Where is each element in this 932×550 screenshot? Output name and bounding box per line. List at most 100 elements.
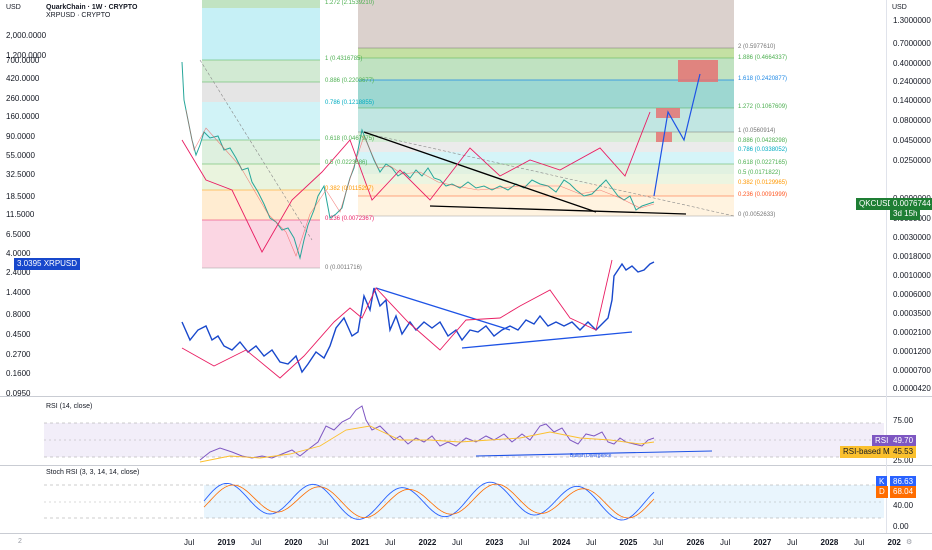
time-axis-label: Jul (318, 538, 329, 547)
time-axis-label: 2019 (217, 538, 236, 547)
fib-retracement-left[interactable] (202, 0, 320, 269)
fib-ext-label: 1.886 (0.4664337) (738, 55, 788, 61)
stoch-d-tag: D (876, 486, 888, 498)
time-axis-label: 2021 (351, 538, 370, 547)
overlay-symbol-title[interactable]: XRPUSD · CRYPTO (46, 12, 111, 19)
time-axis-label: 2025 (619, 538, 638, 547)
fib-ext-label: 1.618 (0.2420877) (738, 76, 788, 82)
rsi-tag: RSI (872, 435, 892, 447)
panel-divider-time (0, 533, 932, 534)
stoch-d-line (203, 483, 655, 519)
fib-level-label: 0.236 (0.0072367) (325, 216, 375, 222)
right-axis-label: 0.0800000 (893, 116, 931, 125)
fib-extension-right[interactable] (358, 0, 734, 217)
time-axis-label: Jul (720, 538, 731, 547)
right-axis-label: 0.0250000 (893, 156, 931, 165)
rsi-ma-value-tag: 45.53 (890, 446, 917, 458)
right-axis-label: 1.3000000 (893, 16, 931, 25)
rsi-divergence-line (475, 450, 713, 457)
right-axis-label: 0.0018000 (893, 252, 931, 261)
fib-ext-label: 1.272 (0.1067609) (738, 104, 788, 110)
left-unit-label: USD (6, 4, 21, 11)
xrp-symbol: XRPUSD (43, 259, 78, 268)
qkc-symbol-tag[interactable]: QKCUSD (856, 198, 897, 210)
time-axis-label: 2028 (820, 538, 839, 547)
main-symbol-title[interactable]: QuarkChain · 1W · CRYPTO (46, 4, 138, 11)
time-axis-label: 202 (887, 538, 901, 547)
stoch-panel-title[interactable]: Stoch RSI (3, 3, 14, 14, close) (46, 469, 140, 476)
left-axis-label: 6.5000 (6, 230, 31, 239)
left-axis-label: 1.4000 (6, 288, 31, 297)
left-axis-label: 18.5000 (6, 192, 35, 201)
rsi-value-tag: 49.70 (890, 435, 917, 447)
left-axis-label: 0.8000 (6, 310, 31, 319)
target-box-3[interactable] (678, 60, 718, 82)
time-axis-label: 2023 (485, 538, 504, 547)
left-axis-label: 1,200.0000 (6, 51, 47, 60)
time-axis-label: 2026 (686, 538, 705, 547)
time-axis-label: Jul (519, 538, 530, 547)
xrp-value-tag[interactable]: 3.0395 XRPUSD (14, 258, 81, 270)
right-axis-label: 0.0003500 (893, 309, 931, 318)
bullish-divergence-label: Bullish Divergence (570, 453, 612, 459)
projection-path-top (181, 111, 651, 253)
panel-divider-rsi[interactable] (0, 396, 932, 397)
fib-level-label: 1.272 (2.1539210) (325, 0, 375, 6)
left-axis-label: 11.5000 (6, 210, 35, 219)
fib-ext-label: 0.236 (0.0091999) (738, 192, 788, 198)
right-axis-border (886, 0, 887, 533)
left-axis-label: 0.2700 (6, 350, 31, 359)
rsi-level-label: 25.00 (893, 456, 914, 465)
fib-level-label: 0.886 (0.2203677) (325, 78, 375, 84)
settings-gear-icon[interactable]: ⚙ (906, 539, 913, 546)
right-axis-label: 0.0002100 (893, 328, 931, 337)
time-axis-label: Jul (385, 538, 396, 547)
rsi-panel-title[interactable]: RSI (14, close) (46, 403, 93, 410)
qkc-value-tag[interactable]: 0.0076744 (890, 198, 932, 210)
stoch-k-line (203, 481, 655, 521)
time-axis-label: 2024 (552, 538, 571, 547)
left-axis-label: 160.0000 (6, 112, 40, 121)
time-axis-label: 2020 (284, 538, 303, 547)
fib-level-label: 0.786 (0.1218855) (325, 100, 375, 106)
right-axis-label: 0.0001200 (893, 347, 931, 356)
stoch-level-label: 0.00 (893, 522, 909, 531)
qkc-price-shadow (185, 109, 655, 257)
time-axis-label: Jul (653, 538, 664, 547)
right-axis-label: 0.4000000 (893, 59, 931, 68)
rsi-level-label: 75.00 (893, 416, 914, 425)
stoch-k-value: 86.63 (890, 476, 917, 488)
qkc-price-line (181, 61, 655, 260)
left-axis-label: 0.0950 (6, 389, 31, 398)
projection-path-blue (653, 73, 701, 197)
fib-ext-label: 1 (0.0560914) (738, 128, 776, 134)
left-axis-label: 2,000.0000 (6, 31, 47, 40)
fib-level-label: 0.5 (0.0223686) (325, 160, 368, 166)
right-unit-label: USD (892, 4, 907, 11)
left-axis-label: 0.1600 (6, 369, 31, 378)
fib-ext-label: 0.5 (0.0171822) (738, 170, 781, 176)
left-axis-label: 32.5000 (6, 170, 35, 179)
fib-ext-label: 0.618 (0.0227165) (738, 160, 788, 166)
panel-divider-stoch[interactable] (0, 465, 932, 466)
left-axis-label: 420.0000 (6, 74, 40, 83)
fib-level-label: 1 (0.4316785) (325, 56, 363, 62)
time-axis-label: 2027 (753, 538, 772, 547)
left-axis-label: 700.0000 (6, 56, 40, 65)
stoch-band (204, 485, 884, 518)
fib-ext-label: 0.786 (0.0338052) (738, 147, 788, 153)
fib-ext-label: 0 (0.0052633) (738, 212, 776, 218)
xrp-value: 3.0395 (17, 259, 42, 268)
right-axis-label: 0.0006000 (893, 290, 931, 299)
qkc-countdown-tag: 3d 15h (890, 208, 921, 220)
time-axis-label: Jul (251, 538, 262, 547)
left-axis-label: 55.0000 (6, 151, 35, 160)
fib-level-label: 0.382 (0.0115297) (325, 186, 374, 192)
left-axis-label: 0.4500 (6, 330, 31, 339)
stoch-level-label: 40.00 (893, 501, 914, 510)
fib-ext-label: 2 (0.5977610) (738, 44, 776, 50)
rsi-line (199, 405, 655, 461)
right-axis-label: 0.1400000 (893, 96, 931, 105)
